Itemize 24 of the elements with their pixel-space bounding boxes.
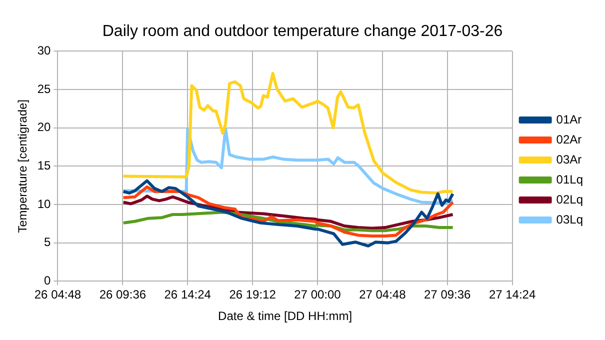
y-tick-label: 10 [37,196,52,211]
x-tick-label: 27 04:48 [359,288,406,302]
y-tick-label: 15 [37,158,52,173]
legend-label: 01Ar [556,112,582,126]
legend-label: 01Lq [556,172,584,186]
x-tick-label: 26 14:24 [164,288,212,302]
x-tick-label: 27 14:24 [488,288,536,302]
y-tick-label: 0 [44,274,52,288]
y-tick-label: 30 [37,44,52,58]
legend-label: 02Ar [556,132,582,146]
x-tick-label: 26 04:48 [34,288,82,302]
legend-label: 03Lq [556,212,584,226]
x-axis-title: Date & time [DD HH:mm] [218,309,352,324]
y-tick-label: 25 [37,82,52,96]
y-tick-label: 5 [44,235,52,250]
legend-label: 02Lq [556,192,584,206]
y-axis-title: Temperature [centigrade] [16,99,30,233]
x-tick-label: 27 00:00 [294,288,342,302]
x-tick-label: 26 09:36 [99,288,146,302]
x-tick-label: 26 19:12 [229,288,276,302]
y-tick-label: 20 [37,120,52,134]
chart-title: Daily room and outdoor temperature change 2017-03-26 [102,23,503,40]
x-tick-label: 27 09:36 [424,288,472,302]
legend-label: 03Ar [556,152,582,166]
